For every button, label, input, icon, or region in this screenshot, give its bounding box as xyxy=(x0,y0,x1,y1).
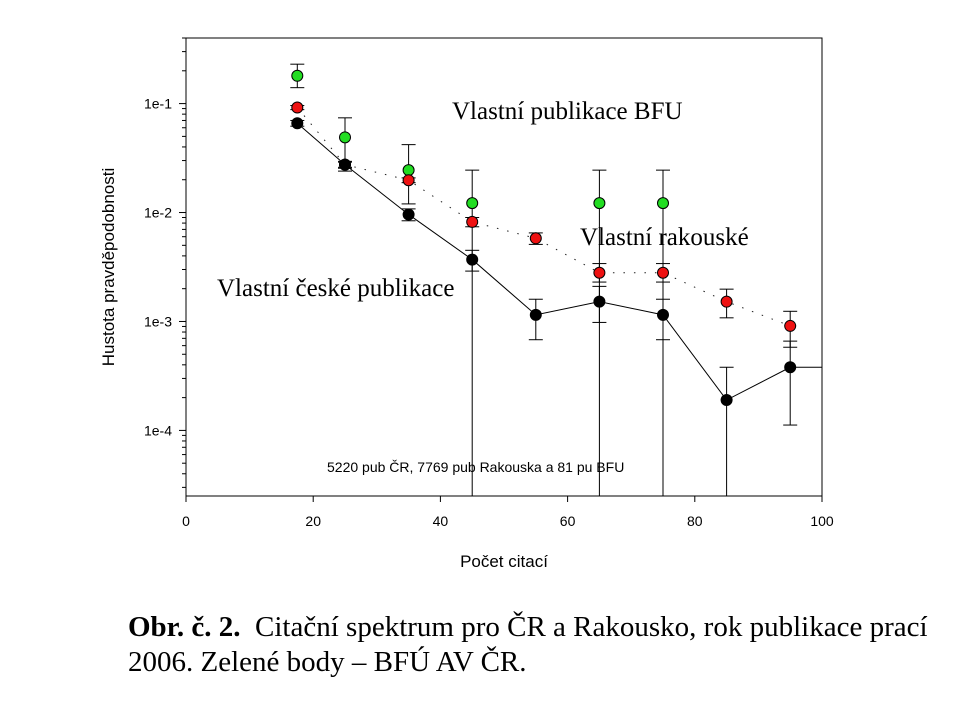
data-point xyxy=(784,319,797,332)
x-tick-label: 80 xyxy=(687,513,703,529)
data-point xyxy=(657,197,669,210)
data-point xyxy=(339,158,351,171)
data-point xyxy=(339,131,351,144)
data-point xyxy=(593,295,606,308)
annotation-rakouske: Vlastní rakouské xyxy=(580,224,749,251)
annotation-ceske: Vlastní české publikace xyxy=(217,275,454,302)
annotation-counts: 5220 pub ČR, 7769 pub Rakouska a 81 pu B… xyxy=(327,459,624,475)
caption-label: Obr. č. 2. xyxy=(128,611,241,643)
x-tick-label: 60 xyxy=(560,513,576,529)
data-point xyxy=(657,308,669,321)
plot-frame xyxy=(185,37,823,497)
caption-text: Citační spektrum pro ČR a Rakousko, rok … xyxy=(128,611,928,678)
x-tick-label: 0 xyxy=(182,513,190,529)
x-tick-label: 100 xyxy=(810,513,834,529)
x-tick-label: 40 xyxy=(433,513,449,529)
axis-ticks: 0 20 40 60 80 100 1e-1 1e-2 1e-3 1e-4 xyxy=(144,37,834,529)
x-tick-label: 20 xyxy=(305,513,321,529)
annotation-bfu: Vlastní publikace BFU xyxy=(452,98,683,125)
data-point xyxy=(402,164,415,177)
data-point xyxy=(402,174,415,187)
data-point xyxy=(529,232,542,245)
data-point xyxy=(593,197,606,210)
data-point xyxy=(466,215,479,228)
y-tick-label: 1e-4 xyxy=(144,422,172,438)
y-tick-label: 1e-1 xyxy=(144,96,172,112)
data-point xyxy=(291,69,304,82)
data-point xyxy=(720,295,733,308)
y-tick-label: 1e-3 xyxy=(144,313,172,329)
data-point xyxy=(466,197,479,210)
y-tick-label: 1e-2 xyxy=(144,205,172,221)
data-point xyxy=(466,253,479,266)
data-point xyxy=(291,101,304,114)
data-points xyxy=(291,69,797,407)
data-point xyxy=(291,117,304,130)
series-line xyxy=(296,122,791,401)
series-lines xyxy=(296,107,822,401)
x-axis-title: Počet citací xyxy=(460,552,548,571)
data-point xyxy=(784,361,797,374)
chart: 0 20 40 60 80 100 1e-1 1e-2 1e-3 1e-4 Počet citac… xyxy=(99,37,834,571)
data-point xyxy=(657,266,669,279)
y-axis-title: Hustota pravděpodobnosti xyxy=(99,168,118,366)
data-point xyxy=(720,394,733,407)
data-point xyxy=(402,208,415,221)
data-point xyxy=(529,308,542,321)
data-point xyxy=(593,266,606,279)
figure-caption: Obr. č. 2. Citační spektrum pro ČR a Rak… xyxy=(128,610,928,680)
